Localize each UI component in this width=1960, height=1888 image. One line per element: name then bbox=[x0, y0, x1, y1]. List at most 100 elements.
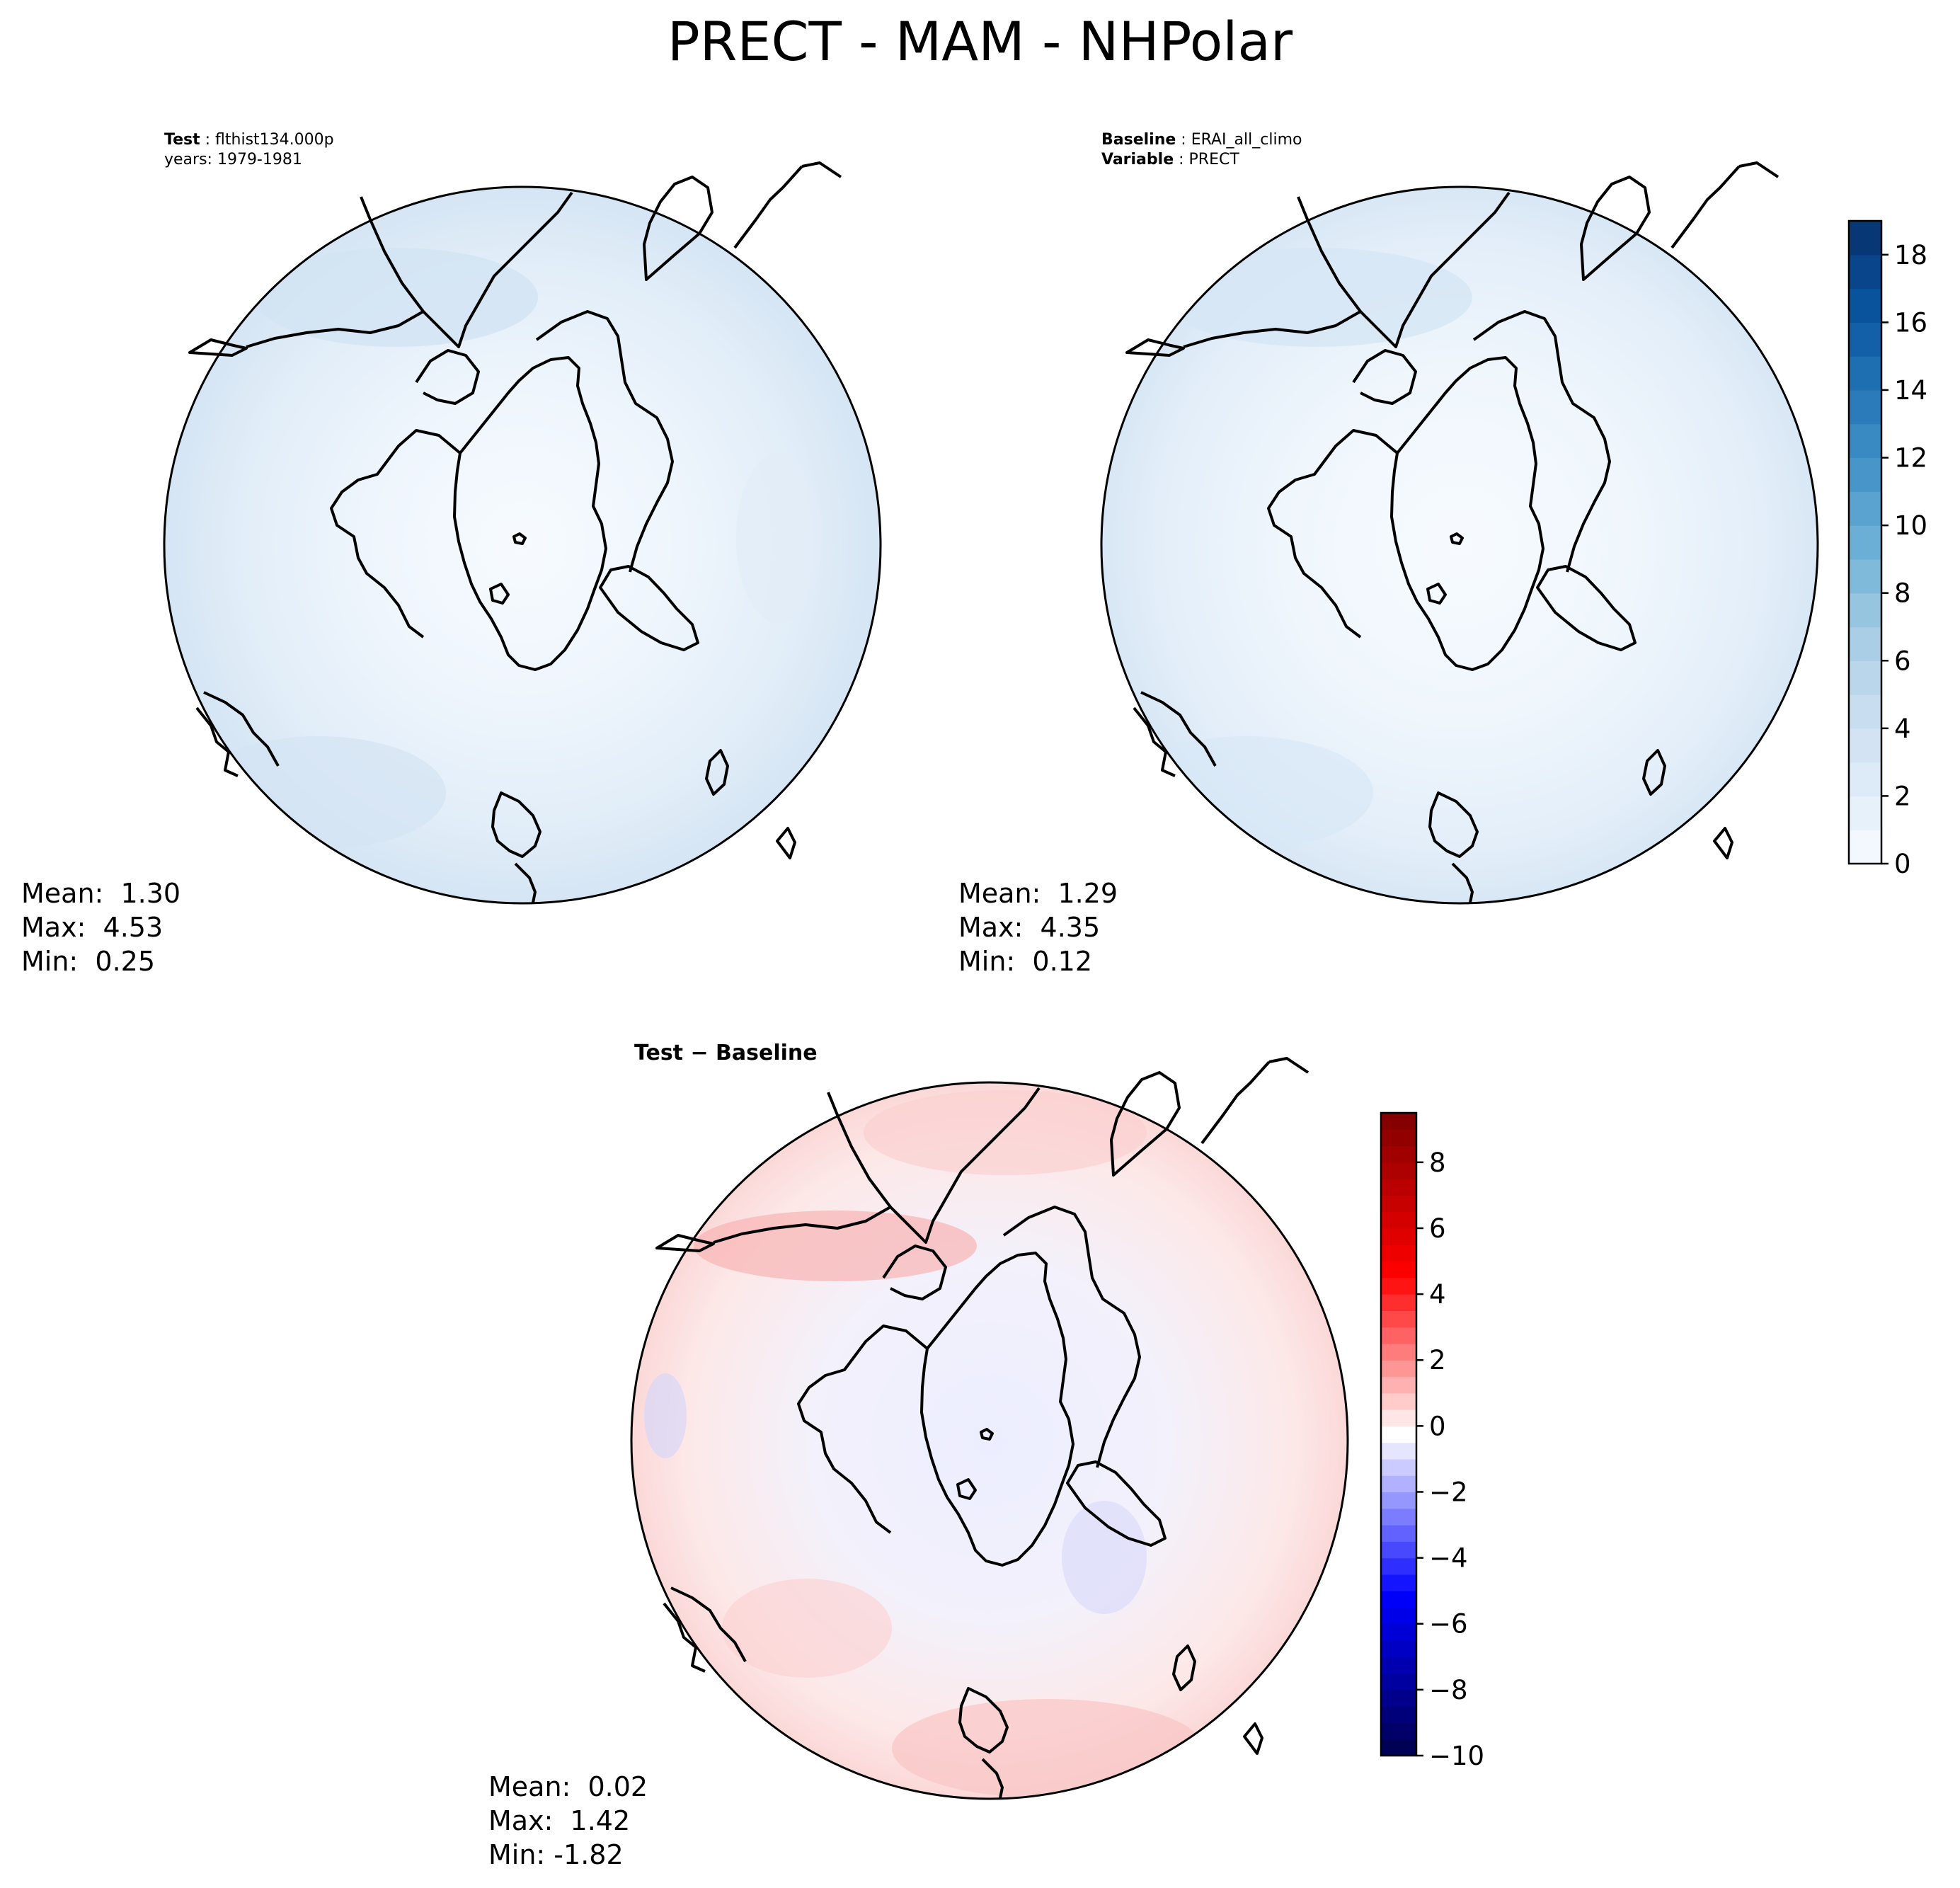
blues-colorbar-level bbox=[1849, 559, 1881, 594]
test-stats: Mean: 1.30 Max: 4.53 Min: 0.25 bbox=[21, 876, 180, 978]
diff-mean: Mean: 0.02 bbox=[488, 1771, 648, 1802]
diff-colorbar-level bbox=[1381, 1541, 1416, 1559]
blues-colorbar-level bbox=[1849, 796, 1881, 830]
diff-map-panel bbox=[630, 1057, 1349, 1800]
diff-colorbar-level bbox=[1381, 1739, 1416, 1756]
blues-colorbar-level bbox=[1849, 660, 1881, 695]
blues-colorbar-level bbox=[1849, 322, 1881, 357]
diff-colorbar-tick-label: −8 bbox=[1429, 1675, 1468, 1705]
diff-colorbar-level bbox=[1381, 1607, 1416, 1625]
diff-colorbar-level bbox=[1381, 1310, 1416, 1328]
diff-colorbar-level bbox=[1381, 1360, 1416, 1378]
blues-colorbar-tick-label: 8 bbox=[1894, 578, 1911, 609]
diff-max: Max: 1.42 bbox=[488, 1805, 631, 1836]
diff-colorbar-level bbox=[1381, 1442, 1416, 1460]
blues-colorbar-tick-label: 10 bbox=[1894, 510, 1927, 541]
baseline-map-panel bbox=[1100, 161, 1819, 905]
diff-colorbar-level bbox=[1381, 1657, 1416, 1674]
diff-colorbar-level bbox=[1381, 1591, 1416, 1608]
figure-title: PRECT - MAM - NHPolar bbox=[667, 10, 1293, 73]
test-min: Min: 0.25 bbox=[21, 946, 155, 977]
variable-key: Variable bbox=[1101, 151, 1174, 168]
blues-colorbar-level bbox=[1849, 423, 1881, 459]
diff-colorbar-level bbox=[1381, 1179, 1416, 1196]
diff-title: Test − Baseline bbox=[634, 1041, 818, 1065]
blues-colorbar-level bbox=[1849, 288, 1881, 323]
diff-colorbar-level bbox=[1381, 1673, 1416, 1690]
diff-colorbar-level bbox=[1381, 1277, 1416, 1295]
diff-map-field bbox=[631, 1082, 1348, 1799]
blues-colorbar-level bbox=[1849, 694, 1881, 729]
diff-colorbar-level bbox=[1381, 1689, 1416, 1707]
diff-colorbar-level bbox=[1381, 1129, 1416, 1147]
diff-colorbar-level bbox=[1381, 1458, 1416, 1476]
diff-colorbar-level bbox=[1381, 1327, 1416, 1344]
blues-colorbar-tick-label: 14 bbox=[1894, 375, 1927, 406]
diff-colorbar-level bbox=[1381, 1145, 1416, 1163]
diff-colorbar-level bbox=[1381, 1162, 1416, 1179]
diff-colorbar-level bbox=[1381, 1261, 1416, 1278]
diff-colorbar-level bbox=[1381, 1525, 1416, 1542]
baseline-key: Baseline bbox=[1101, 131, 1176, 149]
test-mean: Mean: 1.30 bbox=[21, 878, 181, 909]
blues-colorbar-level bbox=[1849, 830, 1881, 864]
blues-colorbar-tick-label: 12 bbox=[1894, 443, 1927, 474]
blues-colorbar-level bbox=[1849, 525, 1881, 560]
blues-colorbar-tick-label: 18 bbox=[1894, 240, 1927, 270]
baseline-map-border bbox=[1100, 185, 1819, 905]
diff-colorbar-level bbox=[1381, 1294, 1416, 1311]
diff-min: Min: -1.82 bbox=[488, 1839, 624, 1870]
blues-colorbar-level bbox=[1849, 728, 1881, 763]
test-max: Max: 4.53 bbox=[21, 912, 164, 943]
test-label: Test : flthist134.000p bbox=[164, 131, 334, 149]
blues-colorbar-level bbox=[1849, 221, 1881, 256]
diff-colorbar-tick-label: 6 bbox=[1429, 1213, 1446, 1244]
blues-colorbar-tick-label: 4 bbox=[1894, 714, 1911, 744]
blues-colorbar-level bbox=[1849, 389, 1881, 425]
diff-colorbar-level bbox=[1381, 1623, 1416, 1641]
baseline-mean: Mean: 1.29 bbox=[958, 878, 1118, 909]
diff-stats: Mean: 0.02 Max: 1.42 Min: -1.82 bbox=[488, 1770, 648, 1872]
diff-colorbar-level bbox=[1381, 1508, 1416, 1526]
diff-colorbar-level bbox=[1381, 1722, 1416, 1740]
baseline-value: ERAI_all_climo bbox=[1191, 131, 1302, 149]
variable-value: PRECT bbox=[1188, 151, 1239, 168]
diff-colorbar-tick-label: 0 bbox=[1429, 1411, 1446, 1441]
diff-colorbar-level bbox=[1381, 1343, 1416, 1361]
diff-colorbar: −10 −8 −6 −4 −2 0 2 4 6 8 bbox=[1380, 1111, 1484, 1771]
blues-colorbar-level bbox=[1849, 356, 1881, 391]
diff-colorbar-tick-label: 2 bbox=[1429, 1345, 1446, 1375]
blues-colorbar-border bbox=[1847, 219, 1883, 865]
test-years: years: 1979-1981 bbox=[164, 151, 302, 168]
diff-colorbar-tick-label: −4 bbox=[1429, 1543, 1468, 1574]
diff-colorbar-level bbox=[1381, 1409, 1416, 1426]
diff-colorbar-level bbox=[1381, 1195, 1416, 1213]
blues-colorbar-level bbox=[1849, 254, 1881, 290]
diff-colorbar-level bbox=[1381, 1706, 1416, 1724]
diff-colorbar-level bbox=[1381, 1492, 1416, 1509]
diff-colorbar-level bbox=[1381, 1245, 1416, 1262]
diff-colorbar-tick-label: −2 bbox=[1429, 1477, 1468, 1507]
blues-colorbar-level bbox=[1849, 627, 1881, 661]
diff-map-border bbox=[630, 1081, 1349, 1800]
diff-colorbar-level bbox=[1381, 1426, 1416, 1443]
blues-colorbar: 0 2 4 6 8 10 12 14 16 18 bbox=[1847, 219, 1927, 879]
test-value: flthist134.000p bbox=[215, 131, 334, 149]
baseline-map-field bbox=[1101, 187, 1818, 903]
diff-colorbar-level bbox=[1381, 1392, 1416, 1410]
diff-colorbar-tick-label: 8 bbox=[1429, 1148, 1446, 1178]
diff-colorbar-level bbox=[1381, 1228, 1416, 1245]
blues-colorbar-level bbox=[1849, 593, 1881, 628]
blues-colorbar-level bbox=[1849, 762, 1881, 797]
baseline-max: Max: 4.35 bbox=[958, 912, 1101, 943]
blues-colorbar-level bbox=[1849, 491, 1881, 526]
diff-colorbar-border bbox=[1380, 1111, 1418, 1757]
diff-colorbar-tick-label: 4 bbox=[1429, 1279, 1446, 1310]
diff-colorbar-level bbox=[1381, 1640, 1416, 1657]
baseline-label: Baseline : ERAI_all_climo bbox=[1101, 131, 1302, 149]
blues-colorbar-tick-label: 16 bbox=[1894, 307, 1927, 338]
diff-colorbar-level bbox=[1381, 1475, 1416, 1493]
test-map-field bbox=[164, 187, 881, 903]
diff-colorbar-level bbox=[1381, 1113, 1416, 1130]
